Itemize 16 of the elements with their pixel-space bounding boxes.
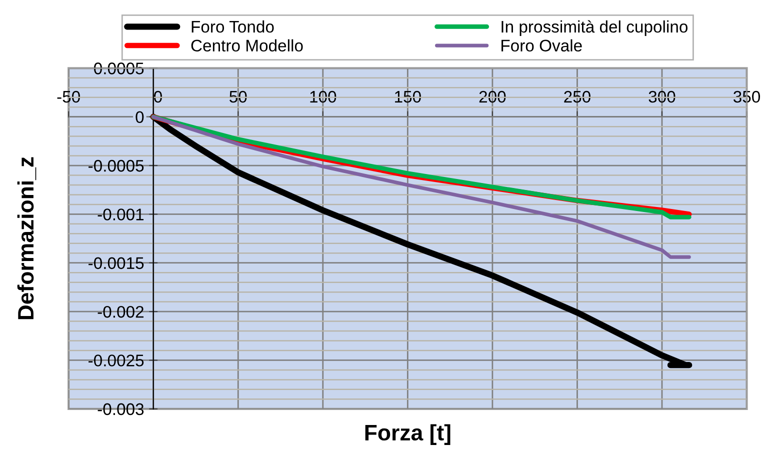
y-axis-title: Deformazioni_z	[17, 157, 36, 320]
x-tick-label: 350	[733, 90, 760, 103]
y-tick-label: -0.0005	[88, 160, 144, 172]
y-tick-label: -0.0015	[88, 257, 144, 270]
y-tick-label: -0.001	[98, 208, 144, 220]
y-tick-label: -0.003	[98, 403, 144, 416]
y-tick-label: -0.0025	[88, 354, 144, 366]
legend-label: Centro Modello	[191, 39, 303, 52]
legend-label: In prossimità del cupolino	[502, 20, 688, 36]
x-axis-title: Forza [t]	[365, 424, 450, 445]
y-tick-label: 0	[136, 111, 144, 124]
line-series	[152, 115, 691, 259]
y-tick-label: -0.002	[98, 306, 144, 318]
legend-label: Foro Ovale	[502, 39, 582, 52]
legend-label: Foro Tondo	[192, 20, 274, 33]
y-tick-label: 0.0005	[94, 62, 144, 74]
